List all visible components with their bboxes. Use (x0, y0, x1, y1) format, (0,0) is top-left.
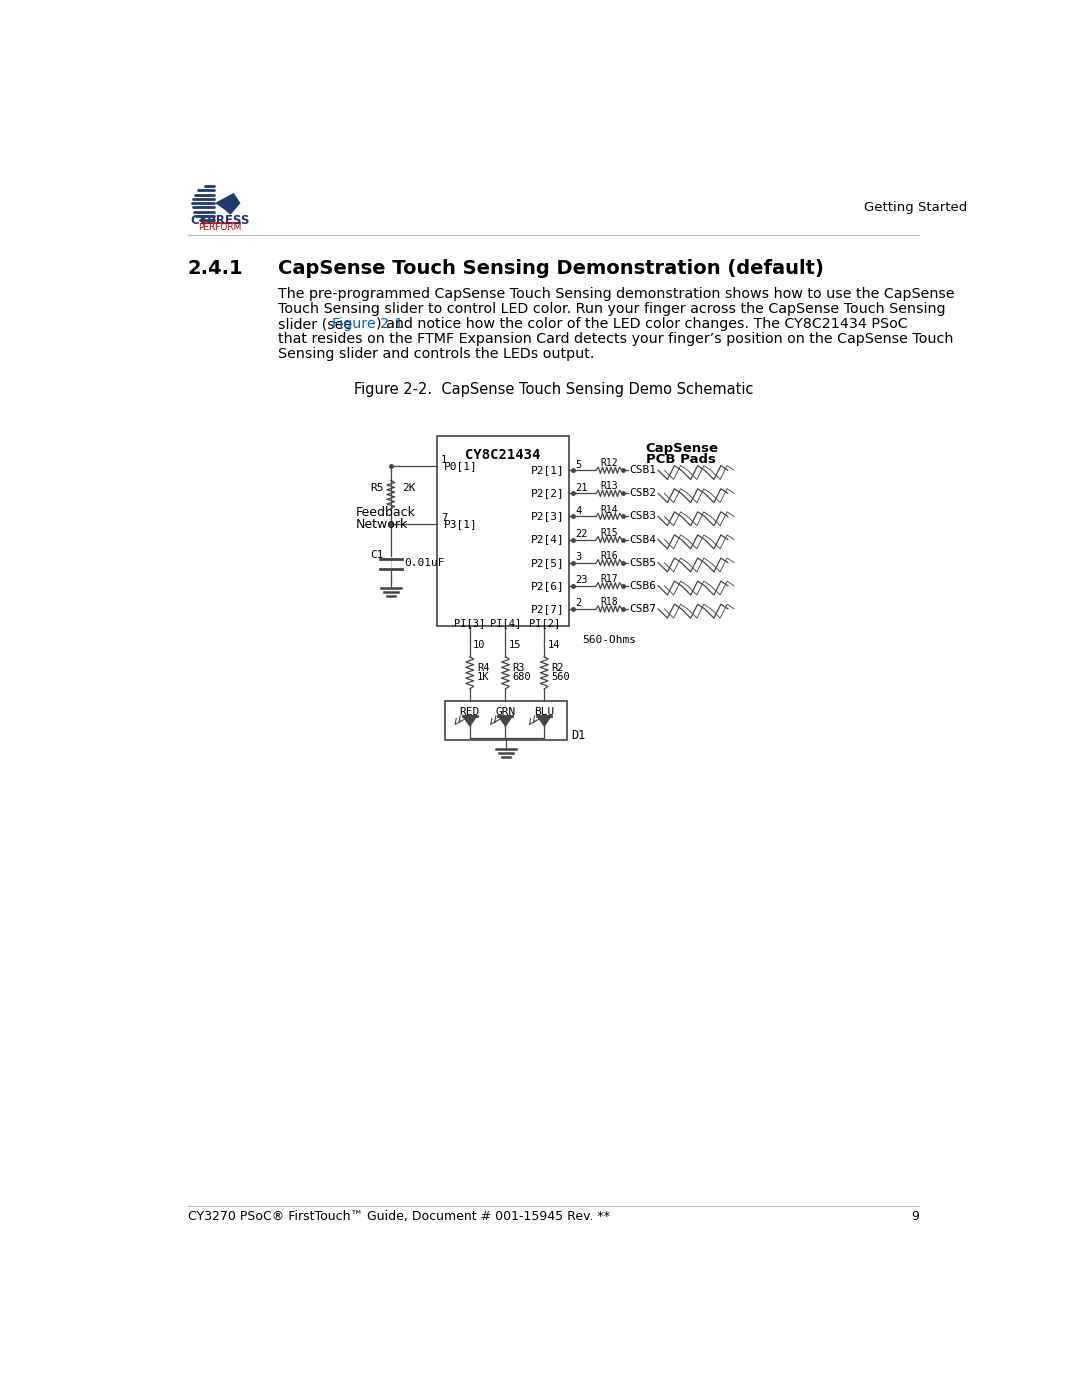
Text: P3[1]: P3[1] (444, 520, 477, 529)
Text: P0[1]: P0[1] (444, 461, 477, 471)
Text: RED: RED (460, 707, 480, 718)
Text: R14: R14 (600, 504, 618, 514)
Text: CYPRESS: CYPRESS (190, 214, 249, 226)
Text: Feedback: Feedback (356, 506, 416, 520)
Text: 22: 22 (576, 529, 588, 539)
Text: 21: 21 (576, 483, 588, 493)
Text: P2[4]: P2[4] (530, 535, 565, 545)
Text: 3: 3 (576, 552, 581, 562)
Text: that resides on the FTMF Expansion Card detects your finger’s position on the Ca: that resides on the FTMF Expansion Card … (279, 332, 954, 346)
Text: 15: 15 (509, 640, 521, 650)
Text: 1: 1 (441, 455, 447, 465)
Polygon shape (216, 194, 240, 214)
Text: 1K: 1K (476, 672, 489, 682)
Text: CapSense Touch Sensing Demonstration (default): CapSense Touch Sensing Demonstration (de… (279, 258, 824, 278)
Text: ) and notice how the color of the LED color changes. The CY8C21434 PSoC: ) and notice how the color of the LED co… (377, 317, 908, 331)
Text: R5: R5 (370, 482, 383, 493)
Text: 4: 4 (576, 506, 581, 515)
Text: 14: 14 (548, 640, 559, 650)
Text: 7: 7 (441, 513, 447, 522)
Text: PI[3]: PI[3] (455, 617, 485, 629)
Text: R3: R3 (512, 664, 525, 673)
Text: 680: 680 (512, 672, 531, 682)
Text: R18: R18 (600, 597, 618, 606)
Text: R12: R12 (600, 458, 618, 468)
Text: PCB Pads: PCB Pads (647, 453, 716, 465)
Text: BLU: BLU (535, 707, 554, 718)
Text: CY3270 PSoC® FirstTouch™ Guide, Document # 001-15945 Rev. **: CY3270 PSoC® FirstTouch™ Guide, Document… (188, 1210, 610, 1222)
Text: Sensing slider and controls the LEDs output.: Sensing slider and controls the LEDs out… (279, 346, 595, 360)
Text: Getting Started: Getting Started (864, 201, 967, 214)
Text: 560-Ohms: 560-Ohms (582, 636, 636, 645)
Text: R17: R17 (600, 574, 618, 584)
Text: PI[2]: PI[2] (528, 617, 559, 629)
Text: R2: R2 (551, 664, 564, 673)
Text: P2[3]: P2[3] (530, 511, 565, 521)
Text: P2[2]: P2[2] (530, 489, 565, 499)
Text: The pre-programmed CapSense Touch Sensing demonstration shows how to use the Cap: The pre-programmed CapSense Touch Sensin… (279, 286, 955, 300)
Text: CSB2: CSB2 (630, 489, 657, 499)
Text: R16: R16 (600, 550, 618, 560)
Text: slider (see: slider (see (279, 317, 357, 331)
Text: R13: R13 (600, 482, 618, 492)
Text: Touch Sensing slider to control LED color. Run your finger across the CapSense T: Touch Sensing slider to control LED colo… (279, 302, 946, 316)
Text: 560: 560 (551, 672, 570, 682)
Text: 10: 10 (473, 640, 485, 650)
Text: PI[4]: PI[4] (490, 617, 521, 629)
Text: Figure 2-1: Figure 2-1 (332, 317, 403, 331)
Text: Network: Network (356, 518, 408, 531)
Text: D1: D1 (571, 729, 585, 742)
Text: P2[7]: P2[7] (530, 604, 565, 613)
Text: CapSense: CapSense (645, 441, 718, 455)
Text: R15: R15 (600, 528, 618, 538)
Polygon shape (537, 715, 551, 726)
Polygon shape (463, 715, 476, 726)
Text: CSB1: CSB1 (630, 465, 657, 475)
Text: CSB4: CSB4 (630, 535, 657, 545)
Text: CSB7: CSB7 (630, 604, 657, 613)
Text: 2: 2 (576, 598, 581, 609)
Text: Figure 2-2.  CapSense Touch Sensing Demo Schematic: Figure 2-2. CapSense Touch Sensing Demo … (354, 381, 753, 397)
Text: P2[5]: P2[5] (530, 557, 565, 567)
Text: R4: R4 (476, 664, 489, 673)
Text: 23: 23 (576, 576, 588, 585)
Text: 2.4.1: 2.4.1 (188, 258, 243, 278)
Text: PERFORM: PERFORM (199, 224, 242, 232)
Text: 9: 9 (912, 1210, 919, 1222)
Polygon shape (499, 715, 512, 726)
Text: CSB6: CSB6 (630, 581, 657, 591)
Text: GRN: GRN (496, 707, 515, 718)
Bar (445, 701, 567, 740)
Text: C1: C1 (370, 550, 383, 560)
Text: 5: 5 (576, 460, 581, 469)
Text: CSB5: CSB5 (630, 557, 657, 567)
Bar (437, 436, 569, 626)
Text: P2[1]: P2[1] (530, 465, 565, 475)
Text: P2[6]: P2[6] (530, 581, 565, 591)
Text: 0.01uF: 0.01uF (404, 557, 445, 567)
Text: CY8C21434: CY8C21434 (465, 448, 541, 462)
Text: CSB3: CSB3 (630, 511, 657, 521)
Text: 2K: 2K (403, 482, 416, 493)
